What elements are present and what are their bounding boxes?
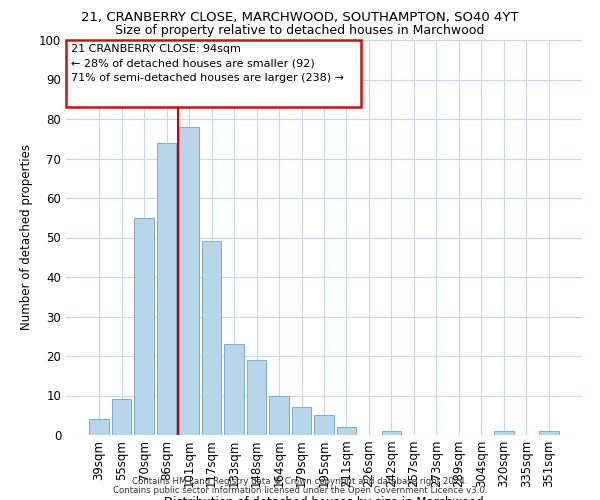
Bar xyxy=(224,344,244,435)
Bar xyxy=(382,431,401,435)
Bar xyxy=(337,427,356,435)
Y-axis label: Number of detached properties: Number of detached properties xyxy=(20,144,34,330)
Bar xyxy=(112,400,131,435)
Text: Contains public sector information licensed under the Open Government Licence v3: Contains public sector information licen… xyxy=(113,486,487,495)
X-axis label: Distribution of detached houses by size in Marchwood: Distribution of detached houses by size … xyxy=(164,496,484,500)
Text: Size of property relative to detached houses in Marchwood: Size of property relative to detached ho… xyxy=(115,24,485,37)
Bar xyxy=(269,396,289,435)
Text: Contains HM Land Registry data © Crown copyright and database right 2024.: Contains HM Land Registry data © Crown c… xyxy=(132,477,468,486)
Bar xyxy=(314,415,334,435)
Text: 21, CRANBERRY CLOSE, MARCHWOOD, SOUTHAMPTON, SO40 4YT: 21, CRANBERRY CLOSE, MARCHWOOD, SOUTHAMP… xyxy=(81,11,519,24)
Bar xyxy=(134,218,154,435)
FancyBboxPatch shape xyxy=(66,40,361,107)
Bar xyxy=(539,431,559,435)
Bar xyxy=(89,419,109,435)
Bar xyxy=(247,360,266,435)
Bar xyxy=(202,242,221,435)
Bar xyxy=(494,431,514,435)
Bar xyxy=(179,127,199,435)
Bar xyxy=(157,142,176,435)
Text: 21 CRANBERRY CLOSE: 94sqm
← 28% of detached houses are smaller (92)
71% of semi-: 21 CRANBERRY CLOSE: 94sqm ← 28% of detac… xyxy=(71,44,344,82)
Bar xyxy=(292,408,311,435)
